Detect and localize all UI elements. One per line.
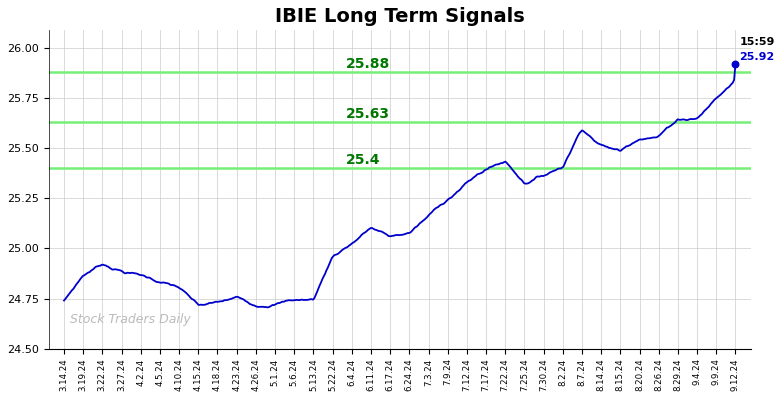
Text: 25.4: 25.4 — [346, 153, 380, 167]
Point — [729, 61, 742, 68]
Text: 25.88: 25.88 — [346, 57, 390, 71]
Title: IBIE Long Term Signals: IBIE Long Term Signals — [275, 7, 524, 26]
Text: 15:59: 15:59 — [739, 37, 775, 47]
Text: 25.63: 25.63 — [346, 107, 390, 121]
Text: 25.92: 25.92 — [739, 52, 775, 62]
Text: Stock Traders Daily: Stock Traders Daily — [70, 313, 191, 326]
